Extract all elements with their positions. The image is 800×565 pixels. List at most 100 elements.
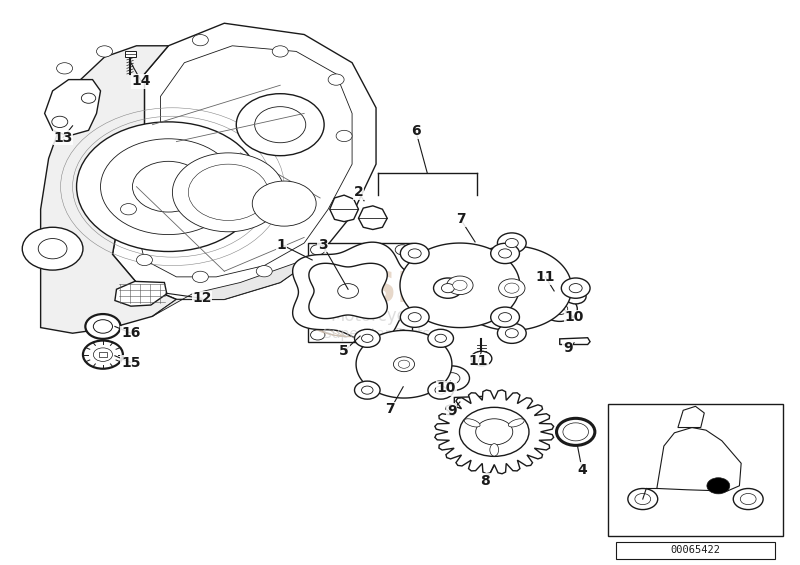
Text: 15: 15 xyxy=(121,355,141,370)
Bar xyxy=(308,243,412,342)
Circle shape xyxy=(400,244,429,264)
Text: 9: 9 xyxy=(563,341,573,355)
Circle shape xyxy=(628,489,658,510)
Circle shape xyxy=(97,46,113,57)
Circle shape xyxy=(77,122,260,251)
Circle shape xyxy=(137,254,153,266)
Circle shape xyxy=(362,386,373,394)
Text: 13: 13 xyxy=(54,131,73,145)
Circle shape xyxy=(38,238,67,259)
Circle shape xyxy=(328,74,344,85)
Circle shape xyxy=(498,323,526,344)
Ellipse shape xyxy=(464,419,480,427)
Circle shape xyxy=(435,386,446,394)
Circle shape xyxy=(338,284,358,298)
Circle shape xyxy=(350,285,370,299)
Circle shape xyxy=(82,93,96,103)
Circle shape xyxy=(408,312,421,321)
Circle shape xyxy=(563,423,589,441)
Ellipse shape xyxy=(508,419,524,427)
Text: Superstar Parts: Superstar Parts xyxy=(322,327,430,341)
Polygon shape xyxy=(45,80,101,136)
Circle shape xyxy=(570,284,582,293)
Circle shape xyxy=(471,351,492,366)
Polygon shape xyxy=(293,242,430,342)
Polygon shape xyxy=(358,206,387,229)
Circle shape xyxy=(254,107,306,143)
Circle shape xyxy=(552,303,568,315)
Polygon shape xyxy=(137,46,352,277)
Circle shape xyxy=(52,116,68,128)
Text: 12: 12 xyxy=(192,292,212,305)
Text: MSP: MSP xyxy=(325,270,427,312)
Text: 4: 4 xyxy=(578,463,587,477)
Circle shape xyxy=(336,131,352,142)
Circle shape xyxy=(490,307,519,327)
Polygon shape xyxy=(330,195,358,221)
Circle shape xyxy=(83,341,123,369)
Circle shape xyxy=(734,489,763,510)
Circle shape xyxy=(188,164,268,220)
Circle shape xyxy=(94,320,113,333)
Circle shape xyxy=(446,276,473,294)
Circle shape xyxy=(506,329,518,338)
Circle shape xyxy=(434,366,470,391)
Bar xyxy=(99,352,107,358)
Text: 11: 11 xyxy=(469,354,488,368)
Circle shape xyxy=(94,348,113,362)
Circle shape xyxy=(498,249,511,258)
Circle shape xyxy=(354,381,380,399)
Polygon shape xyxy=(153,254,320,316)
Circle shape xyxy=(362,334,373,342)
Circle shape xyxy=(635,493,650,505)
Text: 8: 8 xyxy=(481,474,490,488)
Circle shape xyxy=(435,334,446,342)
Polygon shape xyxy=(115,281,167,306)
Circle shape xyxy=(400,307,429,327)
Circle shape xyxy=(395,245,410,255)
Circle shape xyxy=(444,373,460,384)
Circle shape xyxy=(172,153,284,232)
Circle shape xyxy=(310,245,325,255)
Text: 10: 10 xyxy=(437,381,456,395)
Circle shape xyxy=(408,249,421,258)
Text: 00065422: 00065422 xyxy=(670,545,721,555)
Bar xyxy=(608,403,783,536)
Circle shape xyxy=(121,203,137,215)
Circle shape xyxy=(442,284,454,293)
Circle shape xyxy=(506,238,518,247)
Polygon shape xyxy=(400,243,520,328)
Circle shape xyxy=(340,279,380,306)
Polygon shape xyxy=(678,406,704,428)
Circle shape xyxy=(505,283,519,293)
Circle shape xyxy=(252,181,316,226)
Polygon shape xyxy=(356,331,452,398)
Circle shape xyxy=(453,280,467,290)
Circle shape xyxy=(394,357,414,372)
Circle shape xyxy=(22,227,83,270)
Text: 3: 3 xyxy=(318,238,327,252)
Ellipse shape xyxy=(490,444,498,456)
Circle shape xyxy=(498,312,511,321)
Circle shape xyxy=(707,478,730,494)
Circle shape xyxy=(133,162,204,212)
Circle shape xyxy=(256,266,272,277)
Text: 1: 1 xyxy=(277,238,286,252)
Text: Motorcycle: Motorcycle xyxy=(330,307,422,325)
Text: 11: 11 xyxy=(535,270,555,284)
Text: 10: 10 xyxy=(565,310,584,324)
Circle shape xyxy=(236,94,324,156)
Circle shape xyxy=(498,233,526,253)
Polygon shape xyxy=(452,246,572,331)
Circle shape xyxy=(459,407,529,457)
Polygon shape xyxy=(560,338,590,345)
Text: 16: 16 xyxy=(121,326,141,340)
Polygon shape xyxy=(657,428,741,491)
Polygon shape xyxy=(309,263,387,319)
Polygon shape xyxy=(113,23,376,299)
Bar xyxy=(126,51,137,57)
Text: 2: 2 xyxy=(354,185,363,199)
Circle shape xyxy=(498,279,525,297)
Text: 7: 7 xyxy=(456,212,466,227)
Circle shape xyxy=(272,46,288,57)
